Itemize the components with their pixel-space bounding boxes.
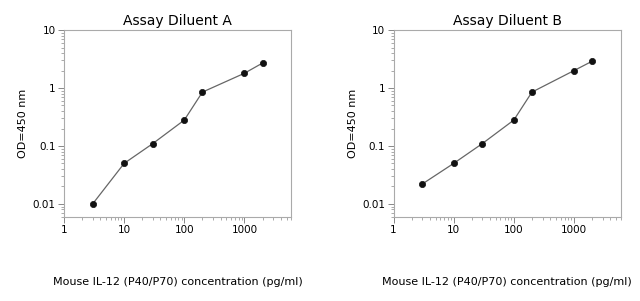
Y-axis label: OD=450 nm: OD=450 nm	[348, 89, 358, 158]
Y-axis label: OD=450 nm: OD=450 nm	[19, 89, 29, 158]
X-axis label: Mouse IL-12 (P40/P70) concentration (pg/ml): Mouse IL-12 (P40/P70) concentration (pg/…	[382, 277, 632, 287]
Title: Assay Diluent B: Assay Diluent B	[452, 14, 562, 28]
X-axis label: Mouse IL-12 (P40/P70) concentration (pg/ml): Mouse IL-12 (P40/P70) concentration (pg/…	[52, 277, 303, 287]
Title: Assay Diluent A: Assay Diluent A	[123, 14, 232, 28]
